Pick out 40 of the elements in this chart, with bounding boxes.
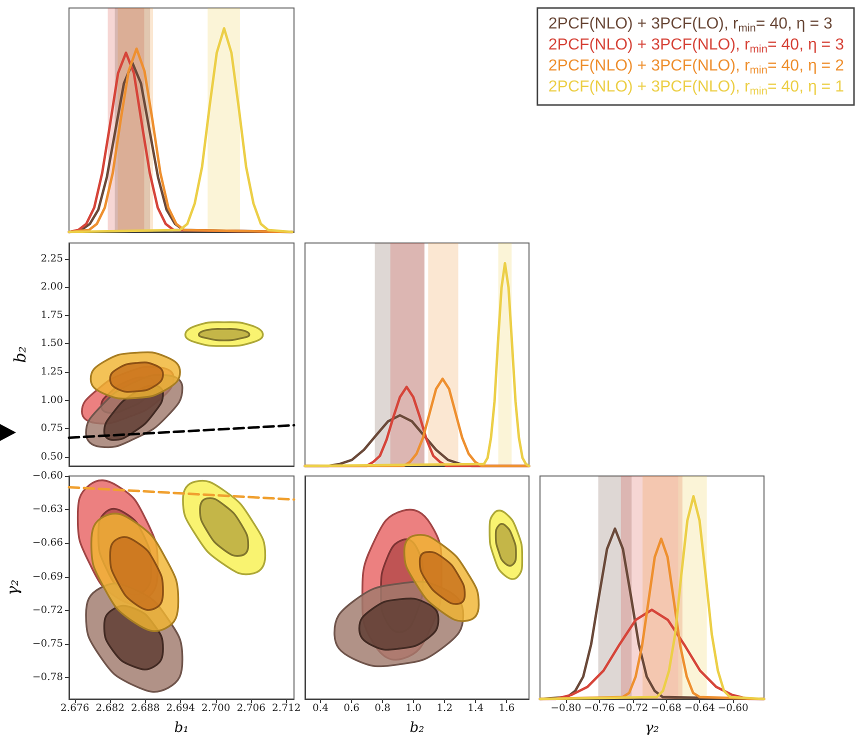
x-tick-label: 2.706 xyxy=(236,703,266,714)
x-axis-title: γ₂ xyxy=(645,720,660,736)
y-tick-label: 1.25 xyxy=(40,366,63,378)
x-tick-label: 1.0 xyxy=(406,703,422,714)
y-tick-label: 1.00 xyxy=(40,394,63,406)
x-tick-label: 1.6 xyxy=(498,703,515,714)
x-tick-label: −0.64 xyxy=(684,703,715,714)
x-tick-label: 2.700 xyxy=(202,703,230,714)
y-tick-label: −0.72 xyxy=(32,604,63,616)
y-axis-title: b₂ xyxy=(10,346,30,363)
y-tick-label: −0.63 xyxy=(32,504,63,516)
x-tick-label: 2.688 xyxy=(131,703,160,714)
x-tick-label: 0.4 xyxy=(312,703,328,714)
x-tick-label: 1.4 xyxy=(468,703,484,714)
y-tick-label: −0.69 xyxy=(32,571,63,582)
y-tick-label: 0.50 xyxy=(40,451,63,462)
y-axis-title: γ₂ xyxy=(2,580,22,596)
y-tick-label: 1.75 xyxy=(40,310,63,321)
x-tick-label: −0.72 xyxy=(617,703,648,714)
x-tick-label: 2.694 xyxy=(166,703,195,714)
x-tick-label: −0.76 xyxy=(584,703,615,714)
y-tick-label: 0.75 xyxy=(40,423,63,434)
x-tick-label: 1.2 xyxy=(436,703,453,714)
x-tick-label: 2.712 xyxy=(272,703,301,714)
y-tick-label: 2.25 xyxy=(40,253,63,264)
y-tick-label: 2.00 xyxy=(40,282,63,293)
x-tick-label: 2.676 xyxy=(60,703,90,714)
x-tick-label: 2.682 xyxy=(96,703,124,714)
x-tick-label: 0.8 xyxy=(374,703,391,714)
y-tick-label: −0.60 xyxy=(32,470,63,482)
x-tick-label: −0.68 xyxy=(650,703,682,714)
x-axis-title: b₂ xyxy=(410,720,425,736)
y-tick-label: 1.50 xyxy=(40,338,63,350)
x-tick-label: −0.80 xyxy=(550,703,582,714)
x-tick-label: 0.6 xyxy=(344,703,360,714)
y-tick-label: −0.75 xyxy=(32,638,63,650)
y-tick-label: −0.66 xyxy=(32,538,63,549)
x-axis-title: b₁ xyxy=(174,720,189,736)
x-tick-label: −0.60 xyxy=(718,703,748,714)
y-tick-label: −0.78 xyxy=(32,672,63,684)
